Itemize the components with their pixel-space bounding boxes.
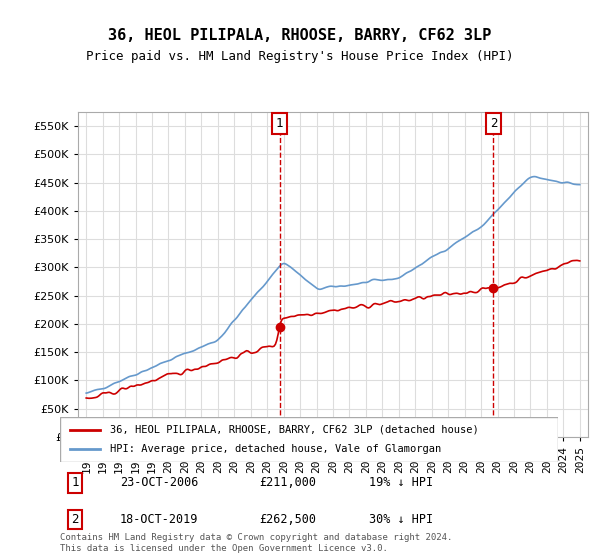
Text: 2: 2 bbox=[490, 117, 497, 130]
Text: 36, HEOL PILIPALA, RHOOSE, BARRY, CF62 3LP: 36, HEOL PILIPALA, RHOOSE, BARRY, CF62 3… bbox=[109, 28, 491, 43]
Text: 2: 2 bbox=[71, 513, 79, 526]
Text: 36, HEOL PILIPALA, RHOOSE, BARRY, CF62 3LP (detached house): 36, HEOL PILIPALA, RHOOSE, BARRY, CF62 3… bbox=[110, 424, 479, 435]
Text: 23-OCT-2006: 23-OCT-2006 bbox=[120, 477, 198, 489]
FancyBboxPatch shape bbox=[60, 417, 558, 462]
Text: 19% ↓ HPI: 19% ↓ HPI bbox=[369, 477, 433, 489]
Text: £262,500: £262,500 bbox=[259, 513, 316, 526]
Text: 1: 1 bbox=[71, 477, 79, 489]
Text: Price paid vs. HM Land Registry's House Price Index (HPI): Price paid vs. HM Land Registry's House … bbox=[86, 50, 514, 63]
Text: HPI: Average price, detached house, Vale of Glamorgan: HPI: Average price, detached house, Vale… bbox=[110, 445, 441, 455]
Text: 18-OCT-2019: 18-OCT-2019 bbox=[120, 513, 198, 526]
Text: Contains HM Land Registry data © Crown copyright and database right 2024.
This d: Contains HM Land Registry data © Crown c… bbox=[60, 533, 452, 553]
Text: £211,000: £211,000 bbox=[259, 477, 316, 489]
Text: 1: 1 bbox=[276, 117, 283, 130]
Text: 30% ↓ HPI: 30% ↓ HPI bbox=[369, 513, 433, 526]
